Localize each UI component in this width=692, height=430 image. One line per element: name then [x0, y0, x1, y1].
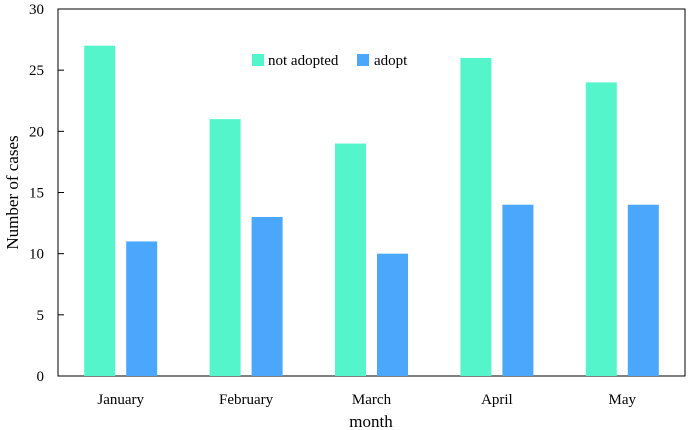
bar-adopt-april [502, 204, 534, 376]
y-axis-ticks: 0 5 10 15 20 25 30 [29, 2, 64, 385]
y-tick-label: 10 [29, 247, 44, 263]
y-tick-label: 20 [29, 124, 44, 140]
bar-adopt-march [377, 253, 408, 376]
bar-adopt-may [627, 204, 659, 376]
bar-adopt-january [126, 241, 158, 376]
x-tick-label: February [219, 392, 274, 408]
y-tick-label: 0 [37, 369, 45, 385]
y-tick-label: 15 [29, 186, 44, 202]
x-tick-label: April [481, 392, 513, 408]
legend-label-adopt: adopt [374, 53, 408, 69]
x-tick-label: May [609, 392, 637, 408]
legend: not adopted adopt [252, 53, 408, 69]
bar-not-adopted-april [460, 57, 492, 376]
x-tick-label: January [97, 392, 144, 408]
legend-label-not-adopted: not adopted [268, 53, 339, 69]
bar-not-adopted-february [209, 119, 241, 376]
legend-swatch-not-adopted [252, 54, 264, 66]
x-tick-label: March [352, 392, 392, 408]
bar-adopt-february [251, 216, 283, 376]
bar-not-adopted-may [585, 82, 617, 377]
y-tick-label: 30 [29, 2, 44, 18]
y-axis-label: Number of cases [3, 135, 22, 249]
x-axis-ticks: January February March April May [97, 392, 636, 408]
y-tick-label: 5 [37, 308, 45, 324]
bar-not-adopted-january [84, 45, 116, 376]
legend-swatch-adopt [357, 54, 369, 66]
y-tick-label: 25 [29, 63, 44, 79]
bar-not-adopted-march [335, 143, 366, 376]
bars-group [84, 45, 659, 377]
x-axis-label: month [349, 412, 393, 430]
